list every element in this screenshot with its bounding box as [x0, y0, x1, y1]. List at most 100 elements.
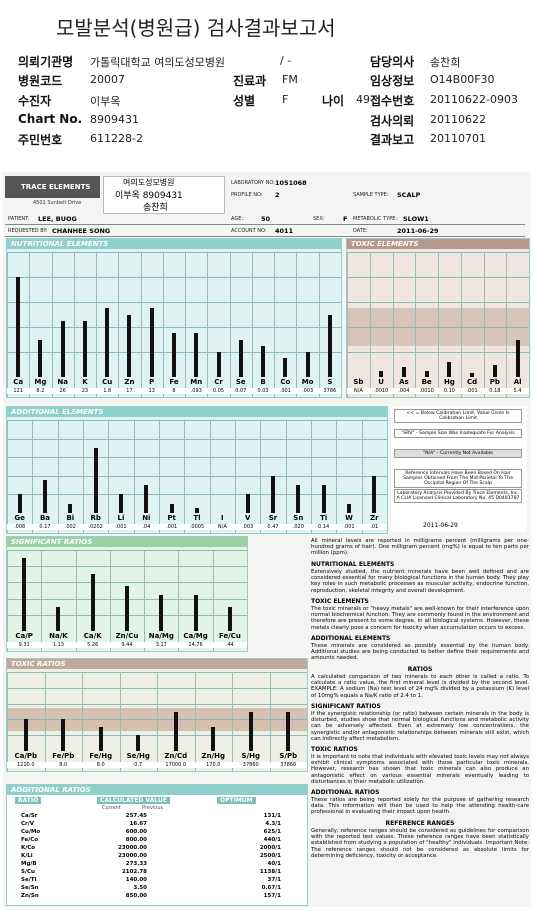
lab-field-label: METABOLIC TYPE: — [353, 216, 398, 222]
legend-date: 2011-06-29 — [423, 522, 458, 529]
legend-item: "N/A" - Currently Not Available — [394, 449, 522, 458]
lab-field-label: ACCOUNT NO: — [231, 228, 267, 234]
field-value: 20110622-0903 — [430, 93, 518, 106]
element-symbol: Zn — [124, 378, 135, 386]
table-cell: 1138/1 — [259, 869, 281, 875]
element-symbol: I — [221, 514, 224, 522]
note-heading: RATIOS — [407, 666, 433, 673]
element-symbol: Sb — [353, 378, 364, 386]
table-cell: 2102.78 — [121, 869, 147, 875]
column-line — [57, 420, 59, 533]
element-symbol: Mg — [34, 378, 47, 386]
element-symbol: B — [260, 378, 266, 386]
bar-graphic — [23, 719, 28, 751]
element-symbol: Ca/Mg — [183, 632, 208, 640]
element-value: 0.7 — [119, 762, 157, 768]
column-line — [336, 420, 338, 533]
element-symbol: Co — [280, 378, 291, 386]
lab-field-value: 50 — [261, 215, 271, 223]
element-value: .020 — [285, 524, 311, 530]
grid-line — [7, 327, 341, 328]
note-text: The toxic minerals or "heavy metals" are… — [311, 606, 529, 631]
legend-item: "SRV" - Sample Size Was Inadequate For A… — [394, 429, 522, 438]
rule — [5, 224, 525, 225]
element-value: 37860 — [269, 762, 307, 768]
bar-graphic — [379, 370, 384, 377]
element-symbol: Mn — [190, 378, 203, 386]
lab-field-label: SEX: — [313, 216, 325, 222]
note-text: These minerals are considered as possibl… — [311, 643, 529, 662]
table-cell: 23000.00 — [118, 853, 147, 859]
bar-graphic — [447, 362, 452, 377]
lab-field-label: AGE: — [231, 216, 244, 222]
element-symbol: Ba — [39, 514, 51, 522]
lab-field-value: F — [343, 215, 348, 223]
lab-field-value: 2011-06-29 — [397, 227, 439, 235]
grid-line — [7, 438, 387, 440]
note-text: It is important to note that individuals… — [311, 754, 529, 785]
section-title: SIGNIFICANT RATIOS — [7, 537, 247, 547]
bar-graphic — [105, 308, 110, 377]
grid-line — [7, 475, 387, 477]
bar-graphic — [401, 367, 406, 377]
note-heading: ADDITIONAL RATIOS — [311, 789, 380, 796]
bar-graphic — [68, 503, 73, 513]
element-value: 0.07 — [229, 388, 252, 394]
bar-graphic — [82, 320, 87, 377]
note-text: Extensively studied, the nutrient minera… — [311, 569, 529, 594]
field-value: 49 — [356, 93, 370, 106]
element-symbol: Zn/Cd — [164, 752, 188, 760]
lab-field-value: SCALP — [397, 191, 421, 199]
element-symbol: Na/Mg — [148, 632, 174, 640]
element-value: 17000.0 — [157, 762, 195, 768]
column-line — [260, 420, 262, 533]
element-value: .001 — [336, 524, 362, 530]
column-line — [73, 252, 75, 397]
bar-graphic — [470, 373, 475, 377]
bar-graphic — [296, 485, 301, 513]
bar-graphic — [492, 364, 497, 377]
element-symbol: Tl — [193, 514, 201, 522]
table-cell: Cr/V — [21, 821, 35, 827]
element-value: 3786 — [318, 388, 341, 394]
element-value: 0.10 — [438, 388, 461, 394]
bar-graphic — [136, 735, 141, 751]
bar-graphic — [43, 480, 47, 513]
additional-section: ADDITIONAL ELEMENTS Ge .008 Ba 0.17 Bi .002 Rb.… — [6, 406, 388, 534]
element-value: 17 — [118, 388, 141, 394]
element-value: N/A — [209, 524, 235, 530]
element-value: 121 — [7, 388, 30, 394]
note-heading: REFERENCE RANGES — [385, 820, 455, 827]
bar-graphic — [261, 345, 266, 377]
element-symbol: S — [327, 378, 333, 386]
rule — [5, 236, 525, 237]
element-value: .0005 — [184, 524, 210, 530]
column-line — [7, 672, 8, 771]
column-line — [82, 672, 83, 771]
field-value: / - — [280, 54, 292, 67]
field-value: 20110622 — [430, 113, 486, 126]
column-line — [7, 420, 8, 533]
column-line — [108, 420, 110, 533]
bar-graphic — [195, 508, 199, 513]
bar-graphic — [119, 494, 123, 513]
element-value: 0.05 — [207, 388, 230, 394]
bar-graphic — [144, 485, 149, 513]
grid-line — [7, 302, 341, 303]
element-value: 1.8 — [96, 388, 119, 394]
column-line — [96, 252, 98, 397]
element-value: .0010 — [415, 388, 438, 394]
element-symbol: Se — [235, 378, 246, 386]
table-cell: 23000.00 — [118, 845, 147, 851]
element-value: 26 — [51, 388, 74, 394]
element-value: 1.13 — [41, 642, 76, 648]
bar-graphic — [211, 727, 216, 751]
field-value: 8909431 — [90, 113, 139, 126]
field-label: 성별 — [233, 94, 256, 108]
element-value: .01 — [361, 524, 387, 530]
element-value: 0.17 — [32, 524, 58, 530]
element-symbol: As — [399, 378, 409, 386]
notes-column: All mineral levels are reported in milli… — [311, 538, 529, 904]
element-symbol: Ni — [142, 514, 151, 522]
